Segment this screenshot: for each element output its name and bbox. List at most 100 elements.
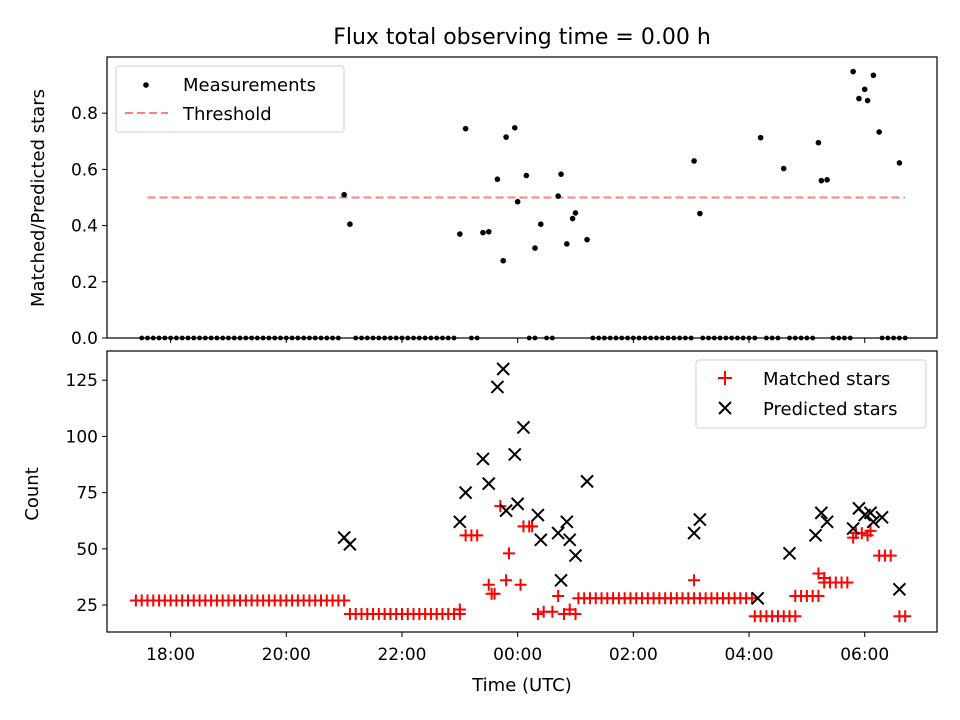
measurement-point	[243, 335, 249, 341]
measurement-point	[405, 335, 411, 341]
measurement-point	[514, 198, 521, 205]
predicted-star-point	[531, 508, 545, 522]
measurement-point	[665, 335, 671, 341]
measurement-point	[202, 335, 208, 341]
measurement-point	[451, 335, 457, 341]
measurement-point	[462, 125, 469, 132]
measurement-point	[150, 335, 156, 341]
measurement-point	[537, 221, 544, 227]
measurement-point	[885, 335, 891, 341]
predicted-star-point	[782, 546, 797, 561]
top-legend: Measurements Threshold	[115, 65, 345, 133]
predicted-star-point	[496, 362, 510, 376]
measurement-point	[697, 210, 703, 217]
bottom-x-tick-label: 00:00	[493, 645, 542, 665]
matched-star-point	[818, 572, 831, 585]
measurement-point	[411, 335, 416, 341]
predicted-star-point	[510, 497, 525, 511]
measurement-point	[896, 160, 903, 166]
measurement-point	[544, 335, 549, 341]
measurement-point	[769, 335, 775, 341]
matched-star-point	[502, 547, 515, 560]
measurement-point	[214, 335, 220, 341]
measurement-point	[226, 335, 231, 341]
predicted-star-point	[750, 591, 765, 605]
measurement-point	[422, 335, 428, 341]
matched-star-point	[546, 605, 559, 618]
measurement-point	[440, 335, 445, 341]
measurement-point	[717, 335, 723, 341]
measurement-point	[145, 335, 150, 341]
measurement-point	[500, 257, 507, 264]
predicted-star-point	[846, 521, 860, 536]
measurement-point	[312, 335, 318, 341]
bottom-x-tick-label: 04:00	[725, 645, 774, 665]
measurement-point	[590, 335, 596, 341]
measurement-point	[602, 335, 607, 341]
measurement-point	[815, 139, 822, 146]
predicted-star-point	[568, 548, 583, 563]
measurement-point	[613, 335, 619, 341]
measurement-point	[861, 86, 868, 93]
measurement-point	[174, 335, 179, 341]
top-y-tick-label: 0.8	[71, 104, 98, 124]
chart-title: Flux total observing time = 0.00 h	[333, 25, 711, 50]
predicted-star-point	[863, 506, 878, 520]
measurement-point	[775, 335, 781, 341]
measurement-point	[330, 335, 335, 341]
predicted-star-point	[482, 476, 496, 491]
measurement-point	[842, 335, 847, 341]
measurement-point	[757, 134, 764, 141]
measurement-point	[353, 335, 359, 341]
measurement-point	[364, 335, 370, 341]
matched-star-point	[514, 578, 527, 591]
measurement-point	[468, 335, 474, 341]
measurement-point	[700, 335, 706, 341]
measurement-point	[179, 335, 185, 341]
top-marks	[139, 68, 908, 343]
measurement-point	[457, 231, 463, 237]
measurement-point	[494, 176, 501, 183]
measurement-point	[780, 165, 787, 172]
matched-star-point	[453, 603, 466, 616]
predicted-star-point	[534, 533, 548, 547]
measurement-point	[156, 335, 162, 341]
measurement-point	[416, 335, 422, 341]
measurement-point	[485, 228, 492, 235]
matched-star-point	[789, 610, 802, 623]
measurement-point	[830, 335, 836, 341]
measurement-point	[691, 158, 697, 164]
bottom-x-tick-label: 06:00	[840, 645, 889, 665]
measurement-point	[532, 335, 538, 341]
measurement-point	[359, 335, 364, 341]
measurement-point	[763, 335, 769, 341]
measurement-point	[818, 177, 825, 184]
measurement-point	[798, 335, 804, 341]
top-y-tick-label: 0.4	[71, 217, 98, 237]
legend-measurements-label: Measurements	[183, 75, 316, 96]
matched-star-point	[526, 520, 539, 533]
bottom-x-tick-label: 20:00	[262, 645, 311, 665]
measurement-point	[474, 335, 480, 341]
top-y-tick-label: 0.6	[71, 160, 98, 180]
measurement-point	[318, 335, 324, 341]
predicted-star-point	[560, 515, 574, 529]
measurement-point	[804, 335, 810, 341]
measurement-point	[393, 335, 399, 341]
measurement-point	[428, 335, 434, 341]
measurement-point	[503, 134, 509, 140]
measurement-point	[191, 335, 197, 341]
bottom-x-tick-label: 18:00	[146, 645, 195, 665]
matched-star-point	[688, 574, 701, 587]
measurement-point	[625, 335, 630, 341]
matched-star-point	[338, 594, 351, 607]
measurement-point	[572, 210, 579, 216]
top-ylabel: Matched/Predicted stars	[28, 89, 49, 307]
measurement-point	[564, 241, 570, 247]
bottom-x-ticks: 18:00 20:00 22:00 00:00 02:00 04:00 06:00	[146, 632, 889, 665]
measurement-point	[532, 245, 538, 251]
measurement-point	[729, 335, 735, 341]
measurement-point	[272, 335, 278, 341]
bottom-y-tick-label: 100	[66, 427, 98, 447]
